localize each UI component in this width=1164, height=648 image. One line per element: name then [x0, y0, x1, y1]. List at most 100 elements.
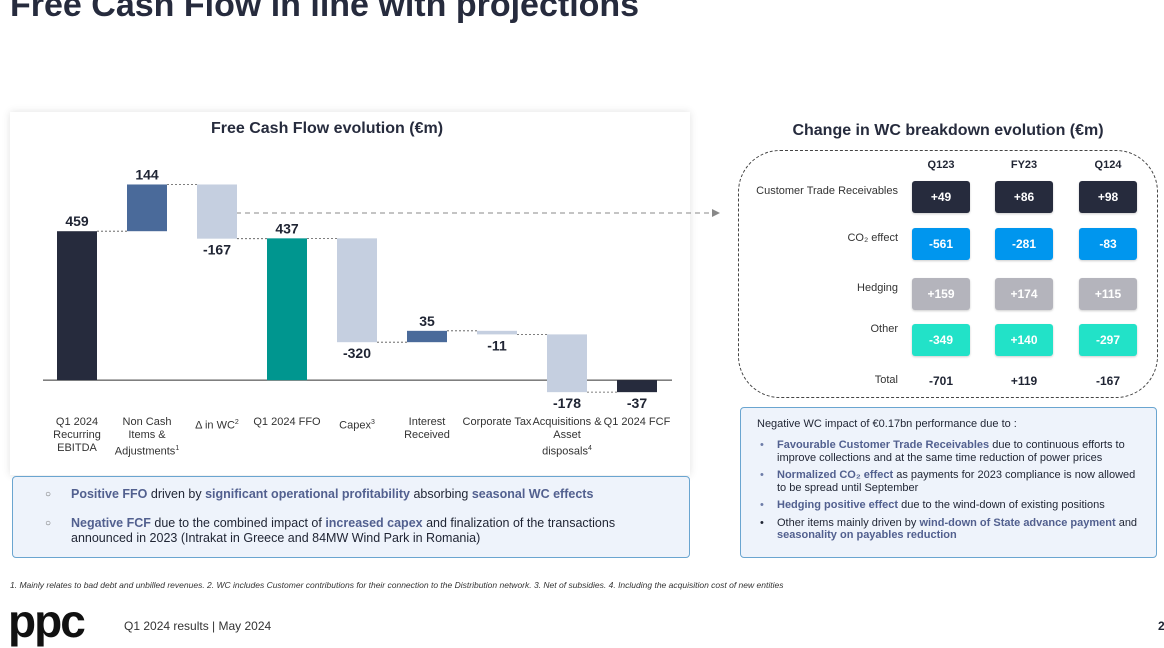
emphasis: Hedging positive effect [777, 499, 899, 511]
value-label: -178 [553, 395, 581, 411]
notes-heading: Negative WC impact of €0.17bn performanc… [757, 418, 1017, 430]
emphasis: Normalized CO₂ effect [777, 469, 894, 481]
bullet: Other items mainly driven by wind-down o… [760, 516, 1142, 542]
arrow-head [712, 209, 720, 217]
footer: Q1 2024 results | May 2024 [124, 619, 272, 633]
value-label: -320 [343, 345, 371, 361]
note-list: Favourable Customer Trade Receivables du… [760, 439, 1142, 542]
wc-total: -167 [1095, 374, 1121, 388]
x-tick-label: Δ in WC2 [182, 416, 252, 433]
wc-cell: +159 [912, 278, 970, 310]
wc-box [738, 150, 1158, 398]
wc-cell: -561 [912, 228, 970, 260]
emphasis: Favourable Customer Trade Receivables [777, 439, 990, 451]
footnote: 1. Mainly relates to bad debt and unbill… [10, 580, 784, 590]
wc-cell: +174 [995, 278, 1053, 310]
value-label: 35 [419, 313, 435, 329]
left-notes: Positive FFO driven by significant opera… [12, 476, 690, 558]
row-label: Customer Trade Receivables [756, 185, 898, 197]
category-text: Corporate Tax [462, 416, 532, 428]
category-note: 4 [587, 445, 592, 452]
bullet: Hedging positive effect due to the wind-… [760, 499, 1142, 512]
category-note: 2 [234, 419, 239, 426]
category-text: Q1 2024 FCF [603, 416, 671, 428]
emphasis: Negative FCF [71, 516, 151, 530]
text: due to continuous efforts to improve col… [777, 439, 1125, 464]
text: absorbing [409, 487, 472, 501]
row-label: Other [870, 323, 898, 335]
wc-cell: -297 [1079, 324, 1137, 356]
text: driven by [147, 487, 206, 501]
wc-cell: +140 [995, 324, 1053, 356]
bullet: Positive FFO driven by significant opera… [45, 487, 669, 502]
wc-total: +119 [1010, 374, 1038, 388]
bullet: Negative FCF due to the combined impact … [45, 516, 669, 546]
bullet: Normalized CO₂ effect as payments for 20… [760, 469, 1142, 494]
bar [477, 330, 517, 335]
value-label: 144 [135, 166, 159, 182]
text: as payments for 2023 compliance is now a… [777, 469, 1136, 494]
bar [407, 330, 447, 343]
row-label: Total [874, 374, 898, 386]
x-tick-label: Capex3 [322, 416, 392, 433]
wc-title: Change in WC breakdown evolution (€m) [792, 122, 1104, 139]
wc-cell: -83 [1079, 228, 1137, 260]
x-tick-label: Q1 2024 FCF [602, 416, 672, 429]
bullet: Favourable Customer Trade Receivables du… [760, 439, 1142, 464]
emphasis: increased capex [325, 516, 423, 530]
category-note: 1 [175, 445, 180, 452]
wc-total: -701 [928, 374, 954, 388]
text: Other items mainly driven by [777, 516, 920, 529]
right-notes: Negative WC impact of €0.17bn performanc… [740, 407, 1157, 558]
emphasis: seasonal WC effects [471, 487, 594, 501]
bar [57, 231, 97, 381]
category-note: 3 [370, 419, 375, 426]
chart-title: Free Cash Flow evolution (€m) [210, 120, 444, 137]
text: and finalization of the transactions ann… [71, 516, 616, 545]
wc-cell: +49 [912, 181, 970, 213]
column-header: FY23 [1010, 159, 1038, 171]
category-text: Acquisitions & Asset disposals [532, 416, 602, 458]
column-header: Q124 [1094, 159, 1122, 171]
category-text: Interest Received [404, 416, 450, 441]
value-label: -37 [627, 395, 647, 411]
value-label: 437 [275, 220, 299, 236]
category-text: Non Cash Items & Adjustments [114, 416, 176, 458]
bar [267, 238, 307, 381]
emphasis: seasonality on payables reduction [777, 529, 957, 541]
text: due to the combined impact of [150, 516, 326, 530]
wc-cell: +86 [995, 181, 1053, 213]
value-label: 459 [65, 213, 89, 229]
bar [617, 380, 657, 393]
category-text: Δ in WC [195, 419, 235, 432]
category-text: Q1 2024 Recurring EBITDA [53, 416, 101, 454]
x-tick-label: Interest Received [392, 416, 462, 442]
category-text: Q1 2024 FFO [253, 416, 321, 428]
text: and [1115, 516, 1138, 529]
x-tick-label: Acquisitions & Asset disposals4 [532, 416, 602, 459]
slide-title: Free Cash Flow in line with projections [10, 0, 640, 24]
note-list: Positive FFO driven by significant opera… [45, 487, 669, 546]
page-number: 2 [1158, 619, 1164, 633]
emphasis: significant operational profitability [205, 487, 410, 501]
text: due to the wind-down of existing positio… [898, 499, 1105, 511]
bar [197, 184, 237, 239]
wc-cell: +98 [1079, 181, 1137, 213]
x-tick-label: Q1 2024 FFO [252, 416, 322, 429]
emphasis: wind-down of State advance payment [919, 516, 1116, 529]
value-label: -11 [487, 337, 507, 353]
wc-cell: -281 [995, 228, 1053, 260]
emphasis: Positive FFO [71, 487, 148, 501]
bar [337, 238, 377, 343]
x-tick-label: Non Cash Items & Adjustments1 [112, 416, 182, 459]
value-label: -167 [203, 242, 231, 258]
bar [547, 334, 587, 393]
row-label: Hedging [857, 282, 898, 294]
category-text: Capex [339, 419, 371, 432]
logo: ppc [8, 595, 86, 647]
bar [127, 184, 167, 232]
row-label: CO₂ effect [847, 232, 898, 244]
wc-cell: +115 [1079, 278, 1137, 310]
